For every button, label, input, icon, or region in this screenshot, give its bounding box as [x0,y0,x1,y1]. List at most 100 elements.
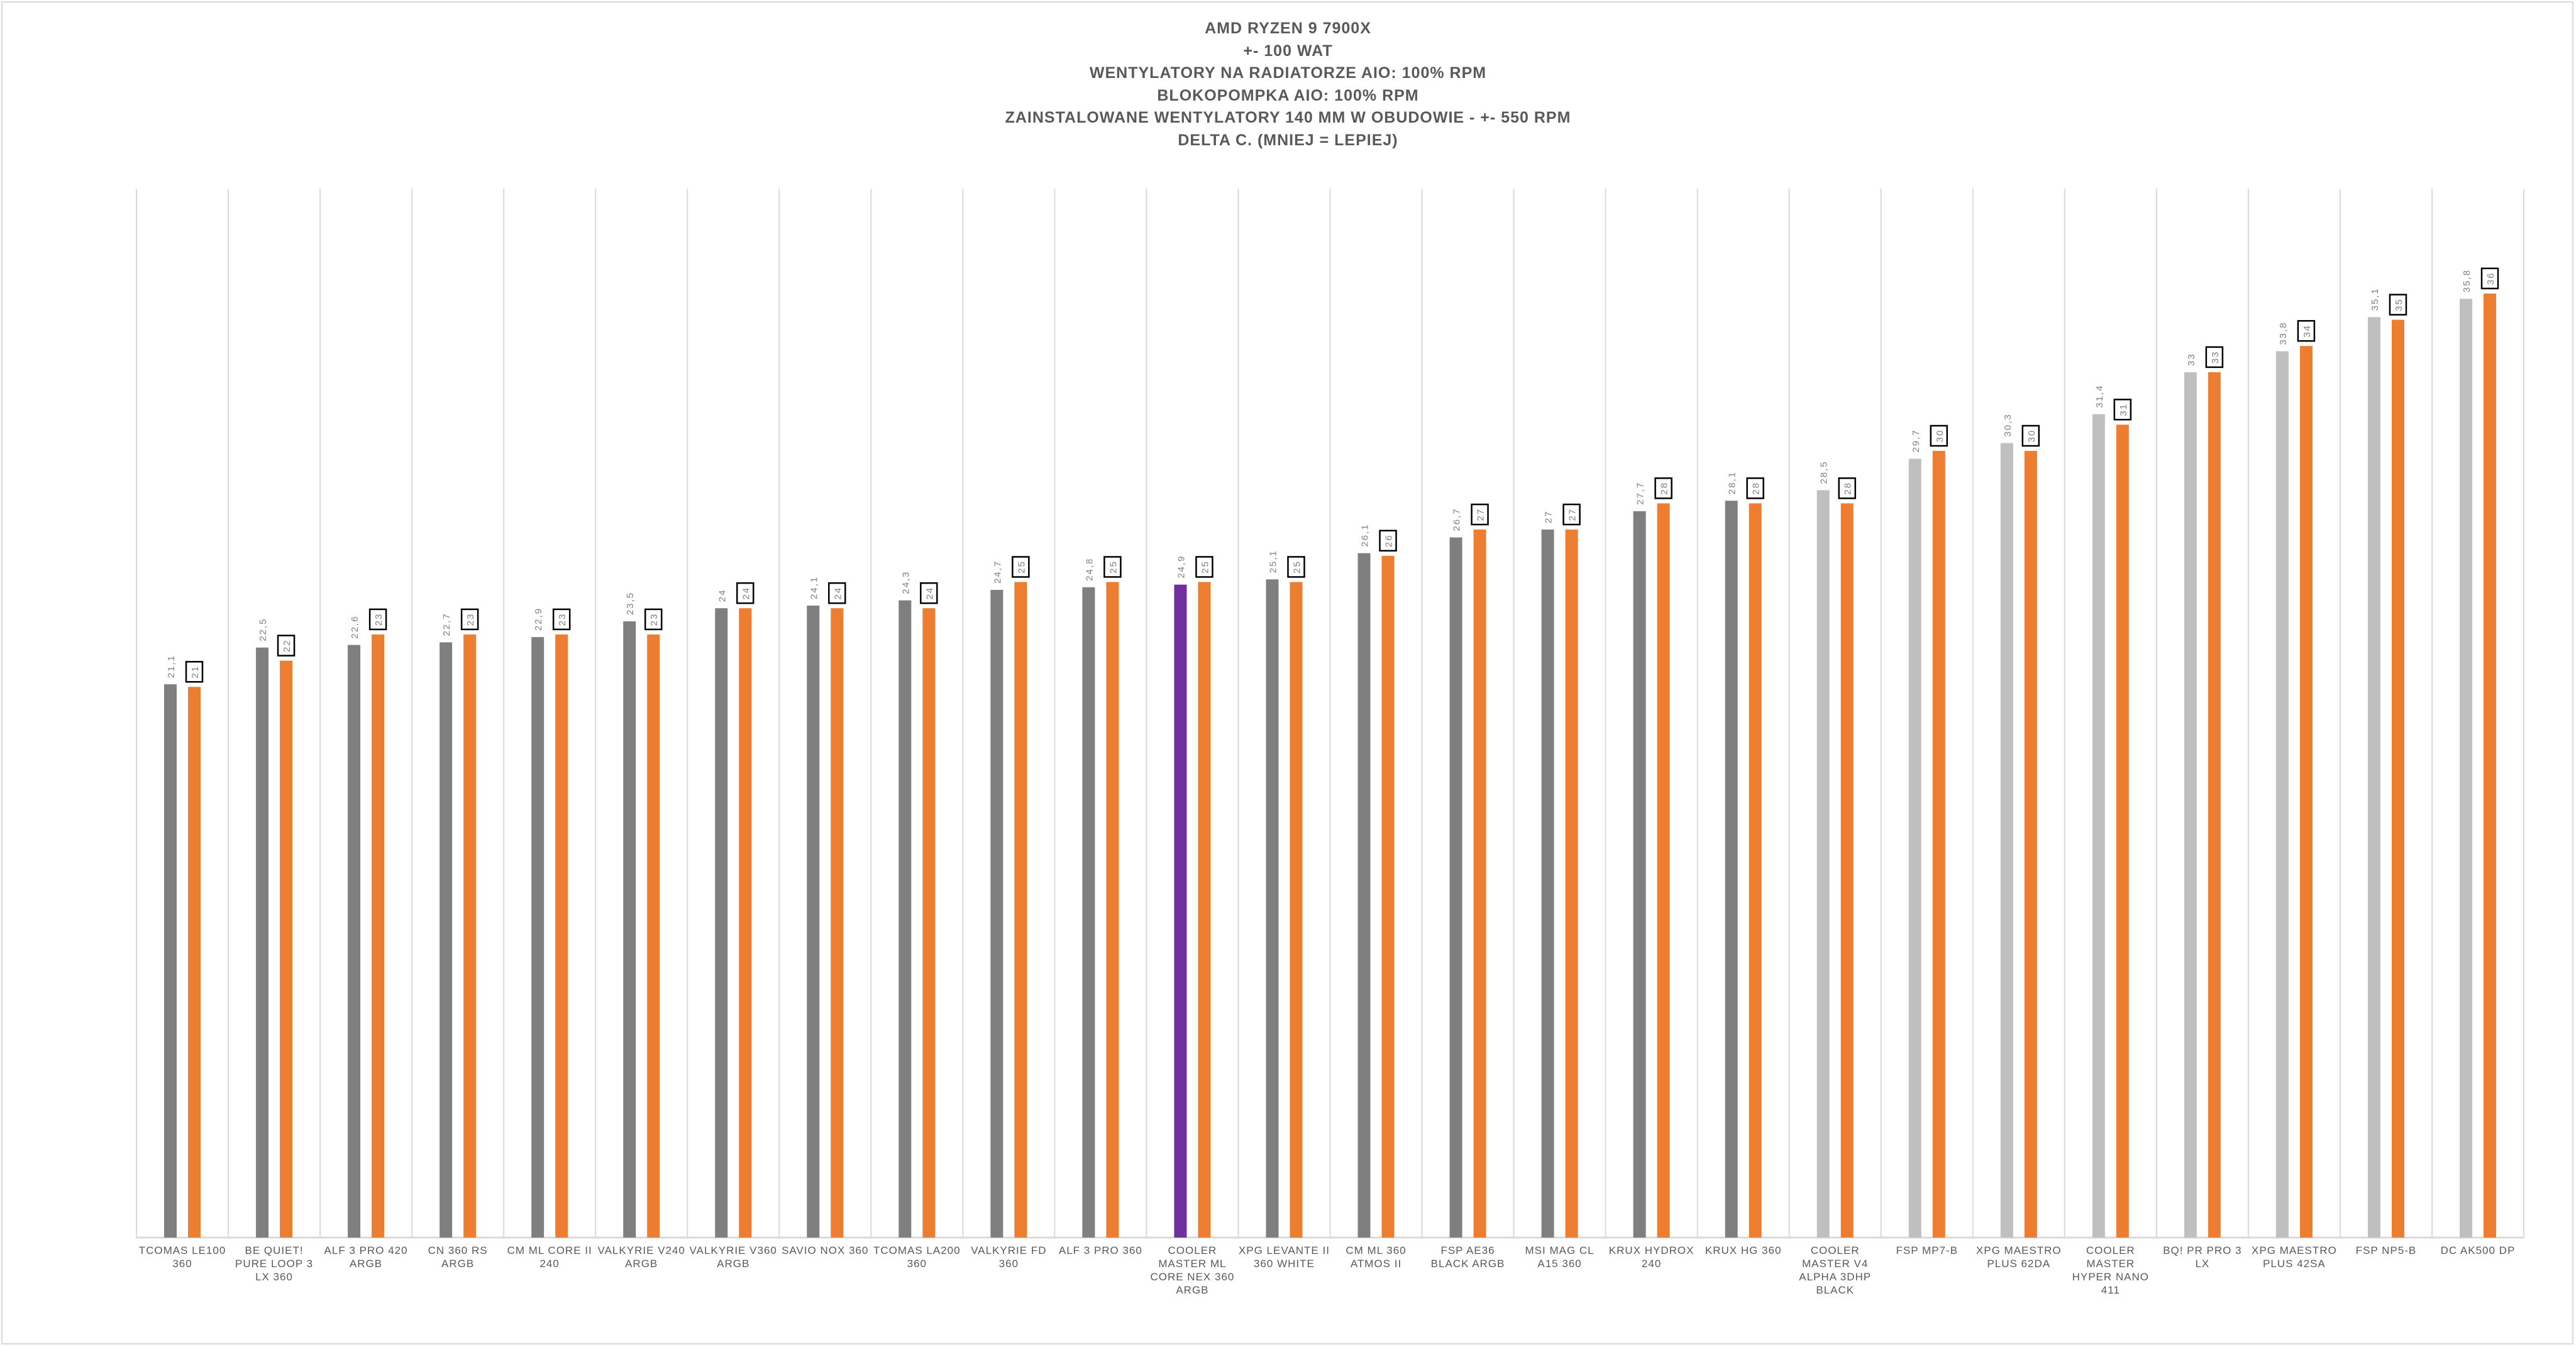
data-label-rounded: 24 [924,587,935,600]
bar-measured [2000,443,2013,1238]
data-label-box [277,635,296,657]
bar-measured [348,645,361,1238]
data-label-rounded: 27 [1567,508,1578,521]
bar-rounded [2208,372,2221,1238]
bar-measured [2459,299,2472,1238]
bar-rounded [1290,582,1303,1238]
data-label-rounded: 25 [1108,560,1119,574]
data-label-measured: 22,5 [258,618,268,641]
bar-rounded [2024,451,2037,1238]
bar-measured [531,637,544,1238]
bar-measured [2275,351,2289,1238]
bar-rounded [1565,529,1578,1238]
data-label-box [1562,503,1581,526]
data-label-measured: 26,7 [1452,507,1462,531]
data-label-rounded: 35 [2394,298,2404,311]
data-label-rounded: 34 [2302,324,2313,338]
bar-rounded [372,634,385,1238]
bar-measured [1816,490,1830,1238]
data-label-measured: 22,7 [441,613,452,636]
data-label-measured: 28,1 [1727,471,1738,494]
bar-rounded [2116,424,2129,1238]
data-label-measured: 23,5 [625,592,636,615]
data-label-box [2389,294,2407,316]
data-label-box [1654,477,1672,499]
x-tick-label: TCOMAS LE100 360 [138,1244,226,1270]
bar-rounded [1473,529,1486,1238]
x-tick-label: VALKYRIE V360 ARGB [689,1244,777,1270]
data-label-measured: 24,1 [809,576,819,599]
data-label-rounded: 33 [2210,351,2221,364]
data-label-box [2205,346,2224,369]
bar-measured [623,621,636,1238]
bar-rounded [2391,319,2404,1238]
data-label-box [2113,399,2132,421]
x-tick-label: CM ML CORE II 240 [507,1244,592,1270]
x-tick-label: XPG LEVANTE II 360 WHITE [1238,1244,1330,1270]
bar-rounded [739,608,752,1238]
data-label-box [460,608,479,631]
bar-measured [1449,537,1462,1238]
bar-rounded [647,634,660,1238]
data-label-rounded: 28 [1751,482,1762,495]
x-tick-label: BE QUIET! PURE LOOP 3 LX 360 [235,1244,314,1283]
data-label-box [736,582,755,604]
bar-measured [1082,587,1095,1238]
x-tick-label: KRUX HYDROX 240 [1608,1244,1694,1270]
data-label-box [1746,477,1764,499]
bar-rounded [1932,451,1945,1238]
data-label-box [1287,556,1305,578]
data-label-rounded: 21 [190,665,201,679]
bar-rounded [922,608,936,1238]
data-label-measured: 35,8 [2462,269,2472,292]
bar-measured [1908,458,1921,1238]
x-tick-label: FSP MP7-B [1896,1244,1958,1256]
x-tick-label: COOLER MASTER HYPER NANO 411 [2072,1244,2149,1296]
bar-measured [990,590,1003,1238]
data-label-measured: 27 [1544,510,1554,523]
bar-measured [807,606,820,1238]
data-label-rounded: 25 [1291,560,1302,574]
data-label-measured: 30,3 [2003,413,2013,436]
data-label-rounded: 23 [373,613,384,626]
data-label-measured: 29,7 [1911,429,1921,452]
bar-measured [715,608,728,1238]
title-line: +- 100 WAT [1243,42,1333,60]
bar-rounded [1198,582,1211,1238]
bar-rounded [2299,346,2313,1238]
data-label-rounded: 27 [1476,508,1486,521]
bar-rounded [1381,555,1395,1238]
bar-rounded [1657,503,1670,1238]
data-label-box [1838,477,1856,499]
bar-rounded [555,634,568,1238]
bar-measured [1174,584,1187,1238]
data-label-rounded: 24 [741,587,751,600]
bar-measured [1541,529,1554,1238]
x-tick-label: FSP NP5-B [2355,1244,2417,1256]
data-label-box [2297,319,2316,342]
data-label-measured: 24,9 [1176,555,1186,578]
data-label-rounded: 31 [2118,403,2129,416]
data-label-box [1379,529,1397,552]
data-label-rounded: 28 [1659,482,1670,495]
data-label-measured: 35,1 [2370,287,2380,311]
bar-rounded [1014,582,1027,1238]
data-label-measured: 24 [717,589,727,602]
data-label-box [644,608,663,631]
bar-measured [1633,511,1646,1238]
data-label-box [1471,503,1489,526]
bar-measured [1266,579,1279,1238]
title-line: DELTA C. (MNIEJ = LEPIEJ) [1178,131,1398,149]
x-tick-label: CN 360 RS ARGB [428,1244,488,1270]
chart-title: AMD RYZEN 9 7900X +- 100 WAT WENTYLATORY… [0,18,2576,152]
data-label-rounded: 28 [1843,482,1854,495]
bar-measured [439,642,453,1238]
x-tick-label: KRUX HG 360 [1705,1244,1782,1256]
data-label-rounded: 30 [2026,430,2037,443]
bar-rounded [2483,293,2496,1238]
data-label-box [1103,556,1122,578]
x-tick-label: COOLER MASTER ML CORE NEX 360 ARGB [1150,1244,1235,1296]
data-label-box [2480,267,2499,290]
